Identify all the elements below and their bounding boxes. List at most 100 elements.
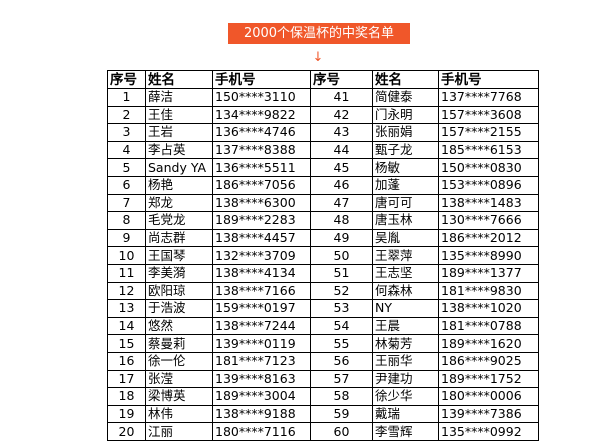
table-cell: 戴瑞 <box>372 404 439 424</box>
table-cell: 57 <box>310 369 373 389</box>
header-cell: 姓名 <box>372 70 439 89</box>
table-cell: 138****1483 <box>438 193 539 213</box>
table-cell: 50 <box>310 246 373 265</box>
table-cell: 杨艳 <box>145 175 213 195</box>
table-cell: 甄子龙 <box>372 140 439 160</box>
table-cell: 14 <box>107 316 146 336</box>
table-cell: 134****9822 <box>212 105 311 125</box>
table-cell: 于浩波 <box>145 299 213 318</box>
table-cell: 139****0119 <box>212 334 311 353</box>
table-cell: 189****3004 <box>212 387 311 406</box>
table-cell: 55 <box>310 334 373 353</box>
table-cell: 43 <box>310 123 373 142</box>
table-cell: 51 <box>310 263 373 283</box>
table-cell: 137****7768 <box>438 88 539 107</box>
table-cell: 186****9025 <box>438 351 539 371</box>
table-cell: 138****4457 <box>212 228 311 248</box>
table-cell: 157****3608 <box>438 105 539 125</box>
table-body: 1 薛洁 150****3110 41 简健泰 137****7768 2 王佳 134****… <box>107 88 539 441</box>
table-cell: 20 <box>107 422 146 441</box>
table-cell: 尹建功 <box>372 369 439 389</box>
table-cell: 189****1377 <box>438 263 539 283</box>
table-cell: 17 <box>107 369 146 389</box>
table-cell: 138****7244 <box>212 316 311 336</box>
table-cell: 138****1020 <box>438 299 539 318</box>
winner-table: 序号 姓名 手机号 序号 姓名 手机号 1 薛洁 150****3110 41 简健泰 137***… <box>107 70 539 441</box>
table-cell: 林菊芳 <box>372 334 439 353</box>
table-cell: 李占英 <box>145 140 213 160</box>
header-cell: 手机号 <box>212 70 311 89</box>
table-cell: 153****0896 <box>438 175 539 195</box>
table-cell: 159****0197 <box>212 299 311 318</box>
table-cell: 137****8388 <box>212 140 311 160</box>
table-cell: 186****2012 <box>438 228 539 248</box>
table-row: 2 王佳 134****9822 42 门永明 157****3608 <box>107 105 539 125</box>
table-row: 10 王国琴 132****3709 50 王翠萍 135****8990 <box>107 246 539 265</box>
table-row: 18 梁博英 189****3004 58 徐少华 180****0006 <box>107 387 539 406</box>
table-row: 11 李美漪 138****4134 51 王志坚 189****1377 <box>107 263 539 283</box>
table-cell: 欧阳琼 <box>145 281 213 301</box>
table-cell: 16 <box>107 351 146 371</box>
table-cell: 王佳 <box>145 105 213 125</box>
table-cell: 郑龙 <box>145 193 213 213</box>
table-cell: 徐少华 <box>372 387 439 406</box>
table-cell: 189****1752 <box>438 369 539 389</box>
table-row: 13 于浩波 159****0197 53 NY 138****1020 <box>107 299 539 318</box>
header-cell: 序号 <box>310 70 373 89</box>
table-cell: 10 <box>107 246 146 265</box>
table-cell: 150****0830 <box>438 158 539 177</box>
table-cell: 44 <box>310 140 373 160</box>
table-cell: 138****9188 <box>212 404 311 424</box>
table-cell: 150****3110 <box>212 88 311 107</box>
table-row: 8 毛党龙 189****2283 48 唐玉林 130****7666 <box>107 211 539 230</box>
table-cell: 189****1620 <box>438 334 539 353</box>
table-cell: 45 <box>310 158 373 177</box>
table-row: 20 江丽 180****7116 60 李雪辉 135****0992 <box>107 422 539 441</box>
table-cell: 11 <box>107 263 146 283</box>
table-cell: 3 <box>107 123 146 142</box>
table-cell: 139****7386 <box>438 404 539 424</box>
table-cell: 唐玉林 <box>372 211 439 230</box>
table-cell: 132****3709 <box>212 246 311 265</box>
table-row: 4 李占英 137****8388 44 甄子龙 185****6153 <box>107 140 539 160</box>
table-row: 19 林伟 138****9188 59 戴瑞 139****7386 <box>107 404 539 424</box>
table-cell: 李雪辉 <box>372 422 439 441</box>
table-cell: 130****7666 <box>438 211 539 230</box>
table-cell: 王国琴 <box>145 246 213 265</box>
table-cell: 136****5511 <box>212 158 311 177</box>
header-cell: 姓名 <box>145 70 213 89</box>
table-cell: 138****6300 <box>212 193 311 213</box>
table-row: 1 薛洁 150****3110 41 简健泰 137****7768 <box>107 88 539 107</box>
table-cell: 12 <box>107 281 146 301</box>
table-row: 14 悠然 138****7244 54 王晨 181****0788 <box>107 316 539 336</box>
table-cell: 杨敏 <box>372 158 439 177</box>
table-cell: 136****4746 <box>212 123 311 142</box>
table-cell: 王翠萍 <box>372 246 439 265</box>
table-cell: 门永明 <box>372 105 439 125</box>
table-cell: 135****0992 <box>438 422 539 441</box>
table-cell: 1 <box>107 88 146 107</box>
table-cell: 王岩 <box>145 123 213 142</box>
table-cell: 唐可可 <box>372 193 439 213</box>
table-cell: 47 <box>310 193 373 213</box>
table-cell: 180****7116 <box>212 422 311 441</box>
table-cell: 60 <box>310 422 373 441</box>
table-cell: 王志坚 <box>372 263 439 283</box>
table-cell: 5 <box>107 158 146 177</box>
table-cell: 157****2155 <box>438 123 539 142</box>
table-cell: Sandy YA <box>145 158 213 177</box>
table-cell: 181****7123 <box>212 351 311 371</box>
table-cell: 林伟 <box>145 404 213 424</box>
table-cell: 薛洁 <box>145 88 213 107</box>
table-cell: 19 <box>107 404 146 424</box>
table-cell: 54 <box>310 316 373 336</box>
table-row: 3 王岩 136****4746 43 张丽娟 157****2155 <box>107 123 539 142</box>
table-cell: 梁博英 <box>145 387 213 406</box>
table-row: 9 尚志群 138****4457 49 吴胤 186****2012 <box>107 228 539 248</box>
table-cell: 181****9830 <box>438 281 539 301</box>
table-cell: 185****6153 <box>438 140 539 160</box>
table-cell: 41 <box>310 88 373 107</box>
table-cell: 江丽 <box>145 422 213 441</box>
table-cell: 189****2283 <box>212 211 311 230</box>
